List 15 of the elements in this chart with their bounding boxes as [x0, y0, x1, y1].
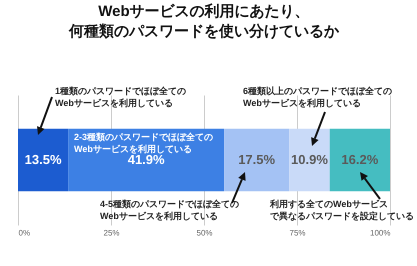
data-label: 17.5%: [238, 152, 276, 167]
series-label: 2-3種類のパスワードでほぼ全ての Webサービスを利用している: [74, 132, 214, 154]
data-label: 16.2%: [341, 152, 379, 167]
x-tick-label: 25%: [103, 228, 120, 238]
text: 利用する全てのWebサービスで異なるパスワードを設定している: [269, 199, 414, 221]
x-tick-label: 100%: [370, 228, 390, 238]
x-tick-label: 0%: [18, 228, 30, 238]
text: 6種類以上のパスワードでほぼ全ての Webサービスを利用している: [243, 86, 392, 108]
text: 1種類のパスワードでほぼ全ての Webサービスを利用している: [55, 86, 186, 108]
data-label: 10.9%: [291, 152, 328, 167]
x-tick-label: 75%: [289, 228, 306, 238]
data-label: 13.5%: [24, 152, 62, 167]
data-label: 41.9%: [128, 152, 166, 167]
chart-title: Webサービスの利用にあたり、何種類のパスワードを使い分けているか: [68, 3, 340, 40]
x-tick-label: 50%: [196, 228, 213, 238]
